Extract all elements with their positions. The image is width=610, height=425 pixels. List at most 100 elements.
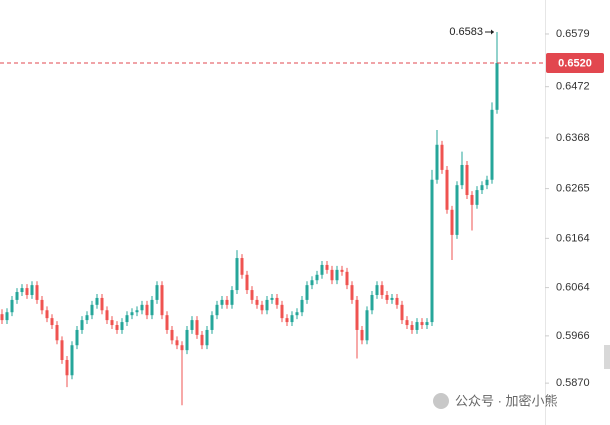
candle-body — [475, 190, 479, 205]
candle-body — [285, 318, 289, 323]
last-price-label: 0.6520 — [558, 57, 592, 69]
candle-body — [260, 304, 264, 311]
candle-body — [245, 274, 249, 291]
watermark-icon — [433, 393, 449, 409]
candle-body — [365, 310, 369, 341]
candle-body — [250, 290, 254, 300]
candle-body — [360, 329, 364, 341]
candle-body — [225, 299, 229, 305]
candle-body — [425, 322, 429, 326]
candle-body — [30, 285, 34, 295]
candle-body — [25, 288, 29, 295]
candle-body — [5, 312, 9, 321]
candle-body — [190, 320, 194, 330]
candle-body — [40, 299, 44, 311]
candle-body — [420, 322, 424, 326]
scroll-handle[interactable] — [604, 345, 610, 369]
candle-body — [240, 258, 244, 275]
candle-body — [290, 315, 294, 323]
candle-body — [180, 345, 184, 351]
candle-body — [215, 304, 219, 316]
candle-body — [410, 325, 414, 330]
candle-body — [220, 299, 224, 305]
candle-body — [145, 304, 149, 316]
candle-body — [115, 325, 119, 330]
candle-body — [485, 179, 489, 186]
candle-body — [380, 285, 384, 295]
candle-body — [350, 285, 354, 300]
candle-body — [15, 292, 19, 300]
candle-body — [320, 264, 324, 275]
candle-body — [435, 144, 439, 180]
watermark-text: 公众号 · 加密小熊 — [455, 393, 558, 408]
candle-body — [135, 310, 139, 313]
candle-body — [255, 299, 259, 305]
candle-body — [300, 299, 304, 313]
candle-body — [130, 312, 134, 316]
candle-body — [45, 310, 49, 319]
candle-body — [340, 269, 344, 272]
high-label: 0.6583 — [449, 26, 483, 38]
candle-body — [205, 329, 209, 346]
candle-body — [325, 264, 329, 270]
candle-body — [370, 294, 374, 311]
candle-body — [55, 325, 59, 341]
y-tick-label: 0.6472 — [556, 81, 590, 93]
candle-body — [200, 334, 204, 346]
candle-body — [310, 280, 314, 286]
candle-body — [165, 315, 169, 330]
candle-body — [335, 269, 339, 281]
candle-body — [495, 63, 499, 110]
candle-body — [470, 195, 474, 205]
candle-body — [70, 345, 74, 376]
y-tick-label: 0.6579 — [556, 28, 590, 40]
candle-body — [20, 288, 24, 293]
last-price-box — [546, 53, 604, 74]
candle-body — [465, 164, 469, 196]
high-arrowhead — [491, 29, 494, 35]
candle-body — [95, 297, 99, 305]
y-tick-label: 0.6164 — [556, 232, 590, 244]
candle-body — [330, 269, 334, 281]
candle-body — [460, 164, 464, 186]
candle-body — [305, 285, 309, 300]
candle-body — [65, 359, 69, 376]
y-tick-label: 0.5966 — [556, 330, 590, 342]
candle-body — [50, 318, 54, 326]
candle-body — [85, 315, 89, 321]
candle-body — [10, 299, 14, 313]
candle-body — [170, 329, 174, 341]
candle-body — [185, 329, 189, 351]
candle-body — [405, 320, 409, 326]
candle-body — [160, 285, 164, 316]
candle-body — [150, 299, 154, 316]
candle-body — [155, 285, 159, 300]
candle-body — [90, 304, 94, 316]
candle-body — [110, 320, 114, 326]
candle-body — [445, 169, 449, 210]
candle-body — [375, 285, 379, 295]
candle-body — [275, 297, 279, 305]
candle-body — [390, 297, 394, 300]
candle-body — [415, 322, 419, 330]
candle-body — [345, 271, 349, 286]
candle-body — [75, 329, 79, 346]
candle-body — [480, 185, 484, 191]
candle-body — [355, 299, 359, 330]
candle-body — [60, 340, 64, 360]
candle-body — [120, 322, 124, 330]
candle-body — [430, 179, 434, 323]
y-tick-label: 0.6265 — [556, 183, 590, 195]
candle-body — [295, 312, 299, 316]
candle-body — [140, 304, 144, 311]
candle-body — [385, 294, 389, 300]
watermark: 公众号 · 加密小熊 — [433, 393, 558, 409]
candle-body — [280, 304, 284, 319]
candle-body — [125, 315, 129, 323]
candle-body — [35, 285, 39, 300]
candle-body — [270, 297, 274, 300]
y-tick-label: 0.6368 — [556, 132, 590, 144]
candle-body — [230, 290, 234, 305]
